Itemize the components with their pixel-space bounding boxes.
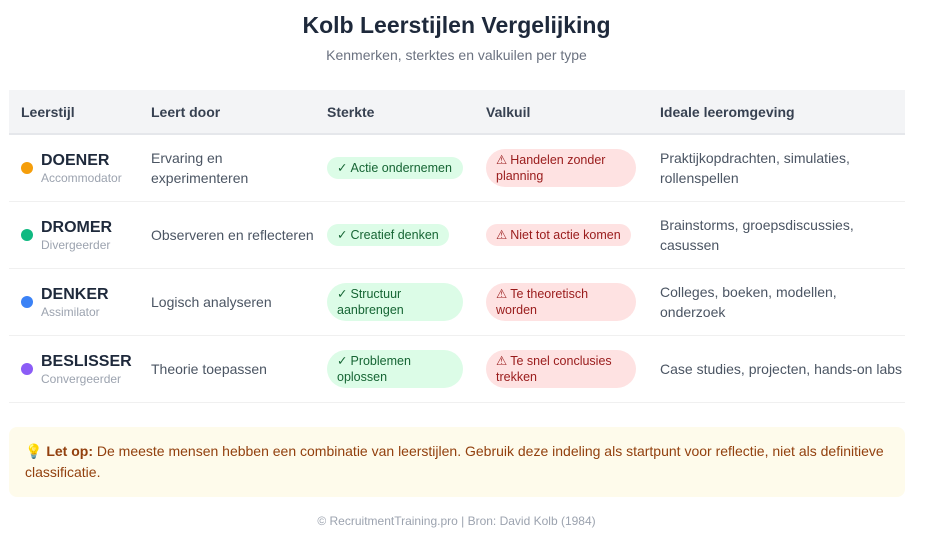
warning-icon: ⚠ — [496, 153, 508, 167]
note-label: Let op: — [46, 443, 93, 459]
note-text: De meeste mensen hebben een combinatie v… — [25, 443, 884, 480]
comparison-table: Leerstijl Leert door Sterkte Valkuil Ide… — [9, 90, 905, 403]
strength-badge: ✓ Creatief denken — [327, 224, 449, 246]
check-icon: ✓ — [337, 287, 348, 301]
strength-text: Actie ondernemen — [350, 161, 452, 175]
check-icon: ✓ — [337, 228, 348, 242]
environment-cell: Colleges, boeken, modellen, onderzoek — [660, 284, 837, 320]
strength-text: Problemen oplossen — [337, 354, 411, 384]
lightbulb-icon: 💡 — [25, 443, 43, 459]
strength-text: Creatief denken — [350, 228, 439, 242]
style-cell: DENKER Assimilator — [9, 285, 139, 320]
strength-badge: ✓ Structuur aanbrengen — [327, 283, 463, 321]
environment-cell: Brainstorms, groepsdiscussies, casussen — [660, 217, 854, 253]
footer-source: © RecruitmentTraining.pro | Bron: David … — [317, 514, 596, 528]
pitfall-badge: ⚠ Niet tot actie komen — [486, 224, 631, 246]
pitfall-text: Te theoretisch worden — [496, 287, 589, 317]
color-dot-icon — [21, 229, 33, 241]
pitfall-cell: ⚠ Handelen zonder planning — [474, 149, 648, 187]
style-name: BESLISSER — [41, 352, 132, 370]
strength-text: Structuur aanbrengen — [337, 287, 404, 317]
check-icon: ✓ — [337, 161, 348, 175]
table-row: DOENER Accommodator Ervaring en experime… — [9, 135, 905, 202]
pitfall-badge: ⚠ Handelen zonder planning — [486, 149, 636, 187]
table-row: DENKER Assimilator Logisch analyseren ✓ S… — [9, 269, 905, 336]
color-dot-icon — [21, 363, 33, 375]
pitfall-text: Te snel conclusies trekken — [496, 354, 612, 384]
pitfall-badge: ⚠ Te theoretisch worden — [486, 283, 636, 321]
page-subtitle: Kenmerken, sterktes en valkuilen per typ… — [326, 47, 587, 63]
style-alias: Assimilator — [41, 304, 100, 319]
environment-cell: Case studies, projecten, hands-on labs — [660, 361, 903, 377]
column-header-leerstijl: Leerstijl — [21, 103, 75, 120]
strength-cell: ✓ Problemen oplossen — [315, 350, 474, 388]
page-title: Kolb Leerstijlen Vergelijking — [302, 12, 611, 38]
pitfall-cell: ⚠ Te theoretisch worden — [474, 283, 648, 321]
warning-icon: ⚠ — [496, 354, 508, 368]
style-cell: DOENER Accommodator — [9, 151, 139, 186]
pitfall-text: Handelen zonder planning — [496, 153, 606, 183]
style-name: DOENER — [41, 151, 110, 169]
strength-cell: ✓ Structuur aanbrengen — [315, 283, 474, 321]
color-dot-icon — [21, 296, 33, 308]
style-alias: Accommodator — [41, 170, 122, 185]
strength-cell: ✓ Creatief denken — [315, 224, 474, 246]
learns-by-cell: Ervaring en experimenteren — [151, 150, 249, 186]
strength-badge: ✓ Problemen oplossen — [327, 350, 463, 388]
pitfall-text: Niet tot actie komen — [510, 228, 621, 242]
warning-icon: ⚠ — [496, 287, 508, 301]
learns-by-cell: Observeren en reflecteren — [151, 227, 314, 243]
learns-by-cell: Logisch analyseren — [151, 294, 272, 310]
column-header-valkuil: Valkuil — [486, 103, 531, 120]
pitfall-cell: ⚠ Niet tot actie komen — [474, 224, 648, 246]
table-header: Leerstijl Leert door Sterkte Valkuil Ide… — [9, 90, 905, 135]
note-callout: 💡 Let op: De meeste mensen hebben een co… — [9, 427, 905, 497]
column-header-sterkte: Sterkte — [327, 103, 375, 120]
check-icon: ✓ — [337, 354, 348, 368]
color-dot-icon — [21, 162, 33, 174]
environment-cell: Praktijkopdrachten, simulaties, rollensp… — [660, 150, 850, 186]
pitfall-badge: ⚠ Te snel conclusies trekken — [486, 350, 636, 388]
strength-cell: ✓ Actie ondernemen — [315, 157, 474, 179]
strength-badge: ✓ Actie ondernemen — [327, 157, 463, 179]
style-cell: BESLISSER Convergeerder — [9, 352, 139, 387]
style-name: DENKER — [41, 285, 109, 303]
style-cell: DROMER Divergeerder — [9, 218, 139, 253]
style-alias: Convergeerder — [41, 371, 122, 386]
pitfall-cell: ⚠ Te snel conclusies trekken — [474, 350, 648, 388]
style-alias: Divergeerder — [41, 237, 111, 252]
learns-by-cell: Theorie toepassen — [151, 361, 267, 377]
table-row: BESLISSER Convergeerder Theorie toepasse… — [9, 336, 905, 403]
style-name: DROMER — [41, 218, 113, 236]
warning-icon: ⚠ — [496, 228, 508, 242]
table-row: DROMER Divergeerder Observeren en reflec… — [9, 202, 905, 269]
column-header-leeromgeving: Ideale leeromgeving — [660, 103, 795, 120]
column-header-leert-door: Leert door — [151, 103, 221, 120]
